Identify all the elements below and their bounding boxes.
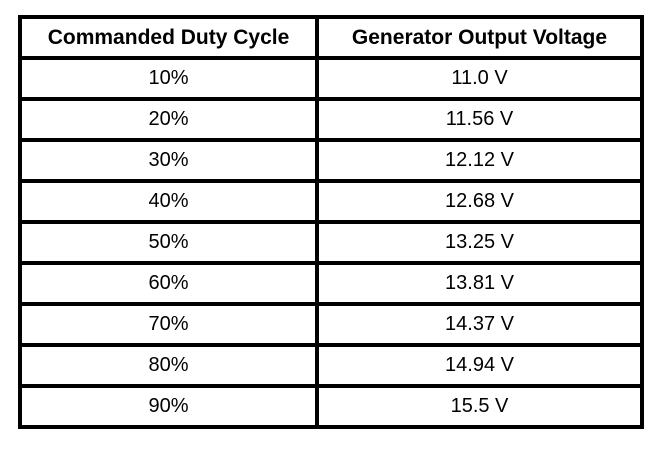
voltage-cell: 12.12 V: [315, 138, 644, 183]
duty-cycle-cell: 40%: [18, 179, 319, 224]
table-row: 50% 13.25 V: [18, 220, 644, 265]
table-row: 90% 15.5 V: [18, 384, 644, 429]
duty-cycle-cell: 90%: [18, 384, 319, 429]
table-row: 10% 11.0 V: [18, 56, 644, 101]
table-row: 70% 14.37 V: [18, 302, 644, 347]
voltage-cell: 11.0 V: [315, 56, 644, 101]
voltage-cell: 13.25 V: [315, 220, 644, 265]
duty-cycle-cell: 30%: [18, 138, 319, 183]
voltage-cell: 13.81 V: [315, 261, 644, 306]
duty-cycle-cell: 60%: [18, 261, 319, 306]
duty-cycle-cell: 70%: [18, 302, 319, 347]
voltage-cell: 14.94 V: [315, 343, 644, 388]
duty-cycle-cell: 10%: [18, 56, 319, 101]
voltage-cell: 15.5 V: [315, 384, 644, 429]
duty-cycle-cell: 20%: [18, 97, 319, 142]
table-row: 80% 14.94 V: [18, 343, 644, 388]
duty-cycle-cell: 80%: [18, 343, 319, 388]
table-row: 60% 13.81 V: [18, 261, 644, 306]
table-row: 40% 12.68 V: [18, 179, 644, 224]
voltage-cell: 14.37 V: [315, 302, 644, 347]
table-row: 30% 12.12 V: [18, 138, 644, 183]
voltage-cell: 11.56 V: [315, 97, 644, 142]
table-container: Commanded Duty Cycle Generator Output Vo…: [18, 15, 644, 429]
duty-cycle-voltage-table: Commanded Duty Cycle Generator Output Vo…: [18, 15, 644, 429]
header-duty-cycle: Commanded Duty Cycle: [18, 15, 319, 60]
header-output-voltage: Generator Output Voltage: [315, 15, 644, 60]
header-row: Commanded Duty Cycle Generator Output Vo…: [18, 15, 644, 60]
table-row: 20% 11.56 V: [18, 97, 644, 142]
voltage-cell: 12.68 V: [315, 179, 644, 224]
duty-cycle-cell: 50%: [18, 220, 319, 265]
